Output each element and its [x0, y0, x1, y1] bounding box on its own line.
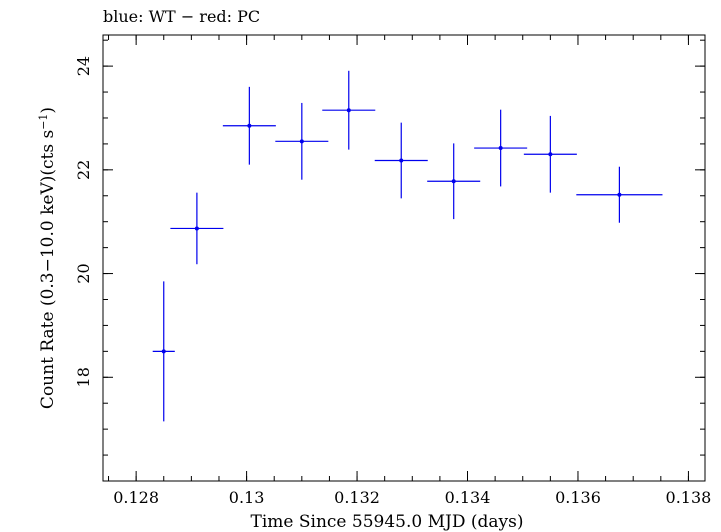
- data-point: [152, 281, 175, 422]
- data-point: [474, 109, 528, 187]
- data-marker: [451, 179, 456, 184]
- x-tick-label: 0.128: [113, 488, 159, 507]
- chart-title: blue: WT − red: PC: [103, 7, 260, 26]
- data-marker: [617, 192, 622, 197]
- x-tick-label: 0.136: [555, 488, 601, 507]
- data-marker: [399, 158, 404, 163]
- y-axis-label-main: Count Rate (0.3−10.0 keV)(cts s: [38, 130, 58, 409]
- y-axis-label-close: ): [38, 107, 58, 114]
- data-marker: [299, 139, 304, 144]
- data-point: [374, 122, 428, 199]
- data-series-wt: [152, 70, 663, 422]
- y-tick-label: 20: [74, 263, 93, 283]
- data-marker: [161, 349, 166, 354]
- y-tick-label: 22: [74, 160, 93, 180]
- y-axis-label-superscript: −1: [37, 114, 50, 130]
- y-tick-label: 24: [74, 56, 93, 76]
- data-point: [275, 102, 329, 180]
- data-point: [427, 143, 481, 220]
- data-point: [576, 166, 663, 223]
- x-axis-ticks: 0.128 0.13 0.132 0.134 0.136 0.138: [108, 35, 712, 507]
- data-marker: [194, 226, 199, 231]
- y-axis-ticks: 18 20 22 24: [74, 39, 705, 482]
- x-tick-label: 0.134: [445, 488, 491, 507]
- x-axis-label: Time Since 55945.0 MJD (days): [251, 512, 524, 532]
- y-tick-label: 18: [74, 367, 93, 387]
- data-marker: [247, 123, 252, 128]
- x-tick-label: 0.13: [229, 488, 265, 507]
- data-point: [222, 86, 276, 165]
- x-tick-label: 0.132: [334, 488, 380, 507]
- data-marker: [548, 152, 553, 157]
- data-marker: [498, 146, 503, 151]
- y-axis-label: Count Rate (0.3−10.0 keV)(cts s−1): [37, 107, 58, 409]
- x-tick-label: 0.138: [666, 488, 712, 507]
- plot-frame: [102, 34, 706, 482]
- data-point: [523, 115, 577, 193]
- data-point: [322, 70, 376, 150]
- data-point: [170, 192, 224, 265]
- data-marker: [346, 108, 351, 113]
